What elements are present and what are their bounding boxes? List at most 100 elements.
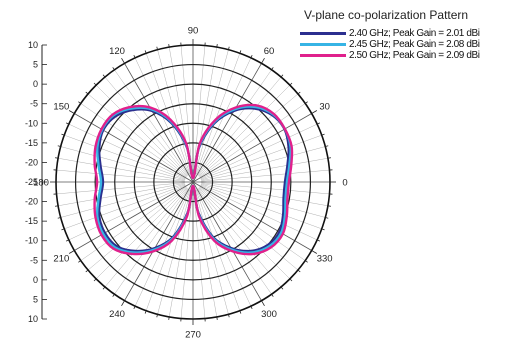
legend: V-plane co-polarization Pattern 2.40 GHz… [300, 8, 522, 61]
minor-spoke [58, 183, 185, 206]
radial-tick-label: 5 [33, 294, 38, 304]
outer-tick [280, 286, 284, 290]
outer-tick [68, 250, 75, 254]
minor-spoke [200, 184, 322, 230]
minor-spoke [193, 45, 206, 174]
angle-tick-label: 300 [261, 309, 277, 320]
legend-label: 2.45 GHz; Peak Gain = 2.08 dBi [349, 39, 480, 50]
minor-spoke [194, 49, 229, 175]
minor-spoke [199, 103, 306, 178]
outer-tick [55, 157, 59, 159]
minor-spoke [198, 188, 282, 288]
outer-tick [228, 314, 230, 318]
radial-tick-label: -20 [25, 157, 38, 167]
outer-tick [85, 91, 89, 95]
minor-spoke [198, 187, 291, 280]
minor-spoke [197, 188, 272, 295]
outer-tick [102, 74, 106, 78]
major-spoke [74, 181, 194, 251]
angle-tick-label: 60 [264, 46, 275, 57]
outer-tick [316, 239, 321, 242]
minor-spoke [180, 45, 193, 174]
minor-spoke [145, 189, 191, 311]
outer-tick [261, 57, 265, 64]
radial-tick-label: -20 [25, 197, 38, 207]
legend-swatch [300, 32, 346, 35]
outer-tick [68, 110, 75, 114]
major-spoke [124, 63, 194, 183]
radial-tick-label: 10 [28, 314, 38, 324]
major-spoke [192, 113, 312, 183]
legend-item: 2.45 GHz; Peak Gain = 2.08 dBi [300, 39, 522, 50]
outer-tick [133, 54, 136, 59]
outer-tick [271, 67, 274, 71]
major-spoke [74, 113, 194, 183]
series-line [93, 103, 294, 256]
minor-spoke [200, 123, 318, 179]
minor-spoke [87, 187, 187, 271]
outer-tick [121, 300, 125, 307]
outer-tick [289, 278, 293, 282]
outer-tick [321, 228, 325, 231]
outer-tick [65, 122, 70, 125]
radial-tick-label: 10 [28, 40, 38, 50]
legend-swatch [300, 43, 346, 46]
outer-tick [228, 46, 230, 50]
angle-tick-label: 330 [317, 254, 333, 265]
outer-tick [112, 67, 115, 71]
polar-grid [50, 39, 336, 325]
series-line [95, 105, 292, 254]
minor-spoke [197, 69, 272, 176]
minor-spoke [198, 84, 291, 177]
outer-tick [250, 54, 253, 59]
grid-ring [133, 122, 253, 242]
outer-tick [57, 217, 61, 219]
outer-tick [93, 82, 97, 86]
radial-tick-label: 5 [33, 60, 38, 70]
minor-spoke [80, 103, 187, 178]
minor-spoke [194, 189, 229, 315]
minor-spoke [56, 182, 185, 195]
grid-ring [114, 103, 272, 261]
minor-spoke [200, 185, 318, 241]
legend-item: 2.40 GHz; Peak Gain = 2.01 dBi [300, 28, 522, 39]
outer-tick [321, 133, 325, 136]
angle-tick-label: 0 [342, 178, 347, 189]
outer-tick [311, 110, 318, 114]
outer-tick [156, 46, 158, 50]
minor-spoke [95, 84, 188, 177]
outer-tick [304, 260, 308, 263]
angle-tick-labels: 0 30 60 90 120 150 180 210 240 270 300 330 [33, 26, 348, 340]
minor-spoke [60, 146, 186, 181]
outer-tick [112, 293, 115, 297]
minor-spoke [195, 189, 241, 311]
minor-spoke [199, 93, 299, 177]
minor-spoke [195, 53, 241, 175]
minor-spoke [87, 93, 187, 177]
minor-spoke [64, 134, 186, 180]
minor-spoke [58, 158, 185, 181]
outer-tick [216, 316, 218, 320]
outer-tick [289, 82, 293, 86]
legend-item: 2.50 GHz; Peak Gain = 2.09 dBi [300, 50, 522, 61]
minor-spoke [157, 189, 192, 315]
outer-tick [250, 305, 253, 310]
angle-tick-label: 180 [33, 178, 49, 189]
minor-spoke [95, 187, 188, 280]
minor-spoke [200, 183, 326, 218]
minor-spoke [68, 185, 186, 241]
radial-tick-label: -15 [25, 138, 38, 148]
outer-tick [327, 157, 331, 159]
minor-spoke [180, 190, 193, 319]
grid-ring [94, 83, 292, 281]
minor-spoke [193, 190, 206, 319]
minor-spoke [200, 134, 322, 180]
radial-tick-label: -5 [30, 99, 38, 109]
outer-tick [85, 269, 89, 273]
outer-tick [271, 293, 274, 297]
series-layer [93, 103, 294, 256]
minor-spoke [56, 169, 185, 182]
minor-spoke [199, 187, 299, 271]
minor-spoke [199, 186, 306, 261]
